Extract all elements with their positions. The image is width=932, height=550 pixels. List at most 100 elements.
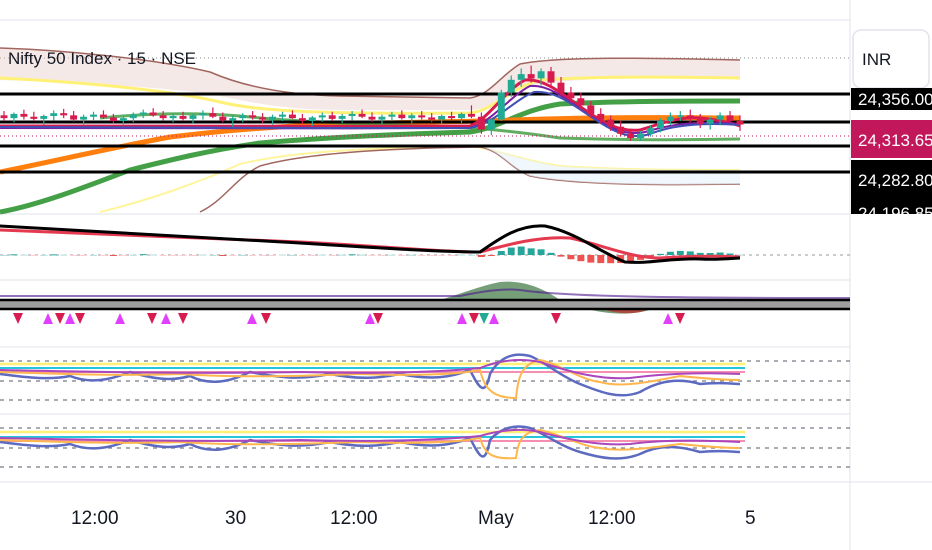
candle[interactable] xyxy=(20,113,28,117)
candle[interactable] xyxy=(109,117,117,121)
macd-histogram-bar xyxy=(219,255,227,256)
candle[interactable] xyxy=(378,116,386,120)
candle[interactable] xyxy=(487,119,495,130)
candlestick-series[interactable] xyxy=(0,65,744,141)
candle[interactable] xyxy=(458,113,465,119)
candle[interactable] xyxy=(418,115,426,118)
macd-histogram-bar xyxy=(60,254,68,256)
buy-signal-marker xyxy=(247,313,257,324)
candle[interactable] xyxy=(259,117,267,120)
candle[interactable] xyxy=(0,115,8,119)
macd-histogram-bar xyxy=(70,255,78,256)
candle[interactable] xyxy=(269,116,277,120)
candle[interactable] xyxy=(368,116,376,120)
candle[interactable] xyxy=(40,116,48,119)
candle[interactable] xyxy=(587,105,595,114)
candle[interactable] xyxy=(567,92,575,99)
candle[interactable] xyxy=(60,113,68,116)
candle[interactable] xyxy=(706,119,714,124)
signal-band xyxy=(0,301,850,308)
candle[interactable] xyxy=(308,117,316,121)
candle[interactable] xyxy=(527,74,535,79)
candle[interactable] xyxy=(298,118,306,121)
candle[interactable] xyxy=(338,116,346,119)
oscillator-pane-2[interactable] xyxy=(0,425,850,468)
candle[interactable] xyxy=(129,114,137,119)
candle[interactable] xyxy=(577,98,585,106)
price-scale[interactable]: INR 24,356.00 24,196.85 24,313.65 24,282… xyxy=(851,29,932,224)
candle[interactable] xyxy=(736,120,744,125)
candle[interactable] xyxy=(189,115,197,119)
candle[interactable] xyxy=(358,113,366,117)
candle[interactable] xyxy=(318,115,326,118)
macd-histogram-bar xyxy=(259,255,267,256)
candle[interactable] xyxy=(30,116,38,119)
candle[interactable] xyxy=(10,113,18,119)
candle[interactable] xyxy=(388,114,396,117)
macd-histogram-bar xyxy=(20,254,28,256)
candle[interactable] xyxy=(696,118,704,124)
oscillator-pane-1[interactable] xyxy=(0,353,850,401)
candle[interactable] xyxy=(497,92,505,120)
candle[interactable] xyxy=(199,113,207,116)
candle[interactable] xyxy=(477,116,485,130)
candle[interactable] xyxy=(428,117,436,120)
candle[interactable] xyxy=(676,115,684,117)
candle[interactable] xyxy=(656,120,664,129)
candle[interactable] xyxy=(607,119,615,127)
candle[interactable] xyxy=(666,116,674,121)
signal-pane[interactable] xyxy=(0,281,851,324)
candle[interactable] xyxy=(80,116,88,120)
candle[interactable] xyxy=(169,116,177,119)
candle[interactable] xyxy=(597,113,605,120)
candle[interactable] xyxy=(229,118,237,121)
candle[interactable] xyxy=(647,128,654,134)
macd-line xyxy=(0,224,741,264)
candle[interactable] xyxy=(637,133,645,139)
candle[interactable] xyxy=(448,116,456,119)
candle[interactable] xyxy=(99,114,107,118)
macd-histogram-bar xyxy=(527,248,535,255)
candle[interactable] xyxy=(348,113,356,117)
macd-histogram-bar xyxy=(398,255,406,256)
candle[interactable] xyxy=(279,114,286,117)
candle[interactable] xyxy=(617,126,625,134)
candle[interactable] xyxy=(70,115,78,120)
candle[interactable] xyxy=(209,113,217,117)
candle[interactable] xyxy=(239,115,247,119)
sell-signal-marker xyxy=(13,313,23,324)
candle[interactable] xyxy=(517,74,525,80)
candle[interactable] xyxy=(726,115,734,121)
candle[interactable] xyxy=(90,114,97,117)
symbol-title[interactable]: Nifty 50 Index · 15 · NSE xyxy=(8,49,196,68)
candle[interactable] xyxy=(507,79,515,93)
macd-pane[interactable] xyxy=(0,224,850,264)
time-axis[interactable]: 12:00 30 12:00 May 12:00 5 xyxy=(71,508,756,529)
candle[interactable] xyxy=(557,82,565,93)
candle[interactable] xyxy=(219,116,227,121)
candle[interactable] xyxy=(686,115,694,119)
main-price-pane[interactable]: Nifty 50 Index · 15 · NSE xyxy=(0,47,850,215)
candle[interactable] xyxy=(408,115,416,119)
sell-signal-marker xyxy=(479,313,489,324)
macd-histogram-bar xyxy=(328,255,336,256)
candle[interactable] xyxy=(438,116,446,120)
candle[interactable] xyxy=(398,114,406,119)
candle[interactable] xyxy=(328,115,336,119)
candle[interactable] xyxy=(179,116,187,119)
candle[interactable] xyxy=(159,115,167,119)
candle[interactable] xyxy=(249,115,257,118)
macd-histogram-bar xyxy=(448,255,456,256)
candle[interactable] xyxy=(149,112,157,116)
candle[interactable] xyxy=(139,112,147,115)
candle[interactable] xyxy=(467,113,475,117)
candle[interactable] xyxy=(119,118,127,121)
candle[interactable] xyxy=(627,133,635,139)
candle[interactable] xyxy=(537,71,545,79)
macd-histogram-bar xyxy=(557,255,565,257)
candle[interactable] xyxy=(288,114,296,119)
candle[interactable] xyxy=(547,71,555,83)
candle[interactable] xyxy=(716,115,724,120)
candle[interactable] xyxy=(50,113,58,117)
